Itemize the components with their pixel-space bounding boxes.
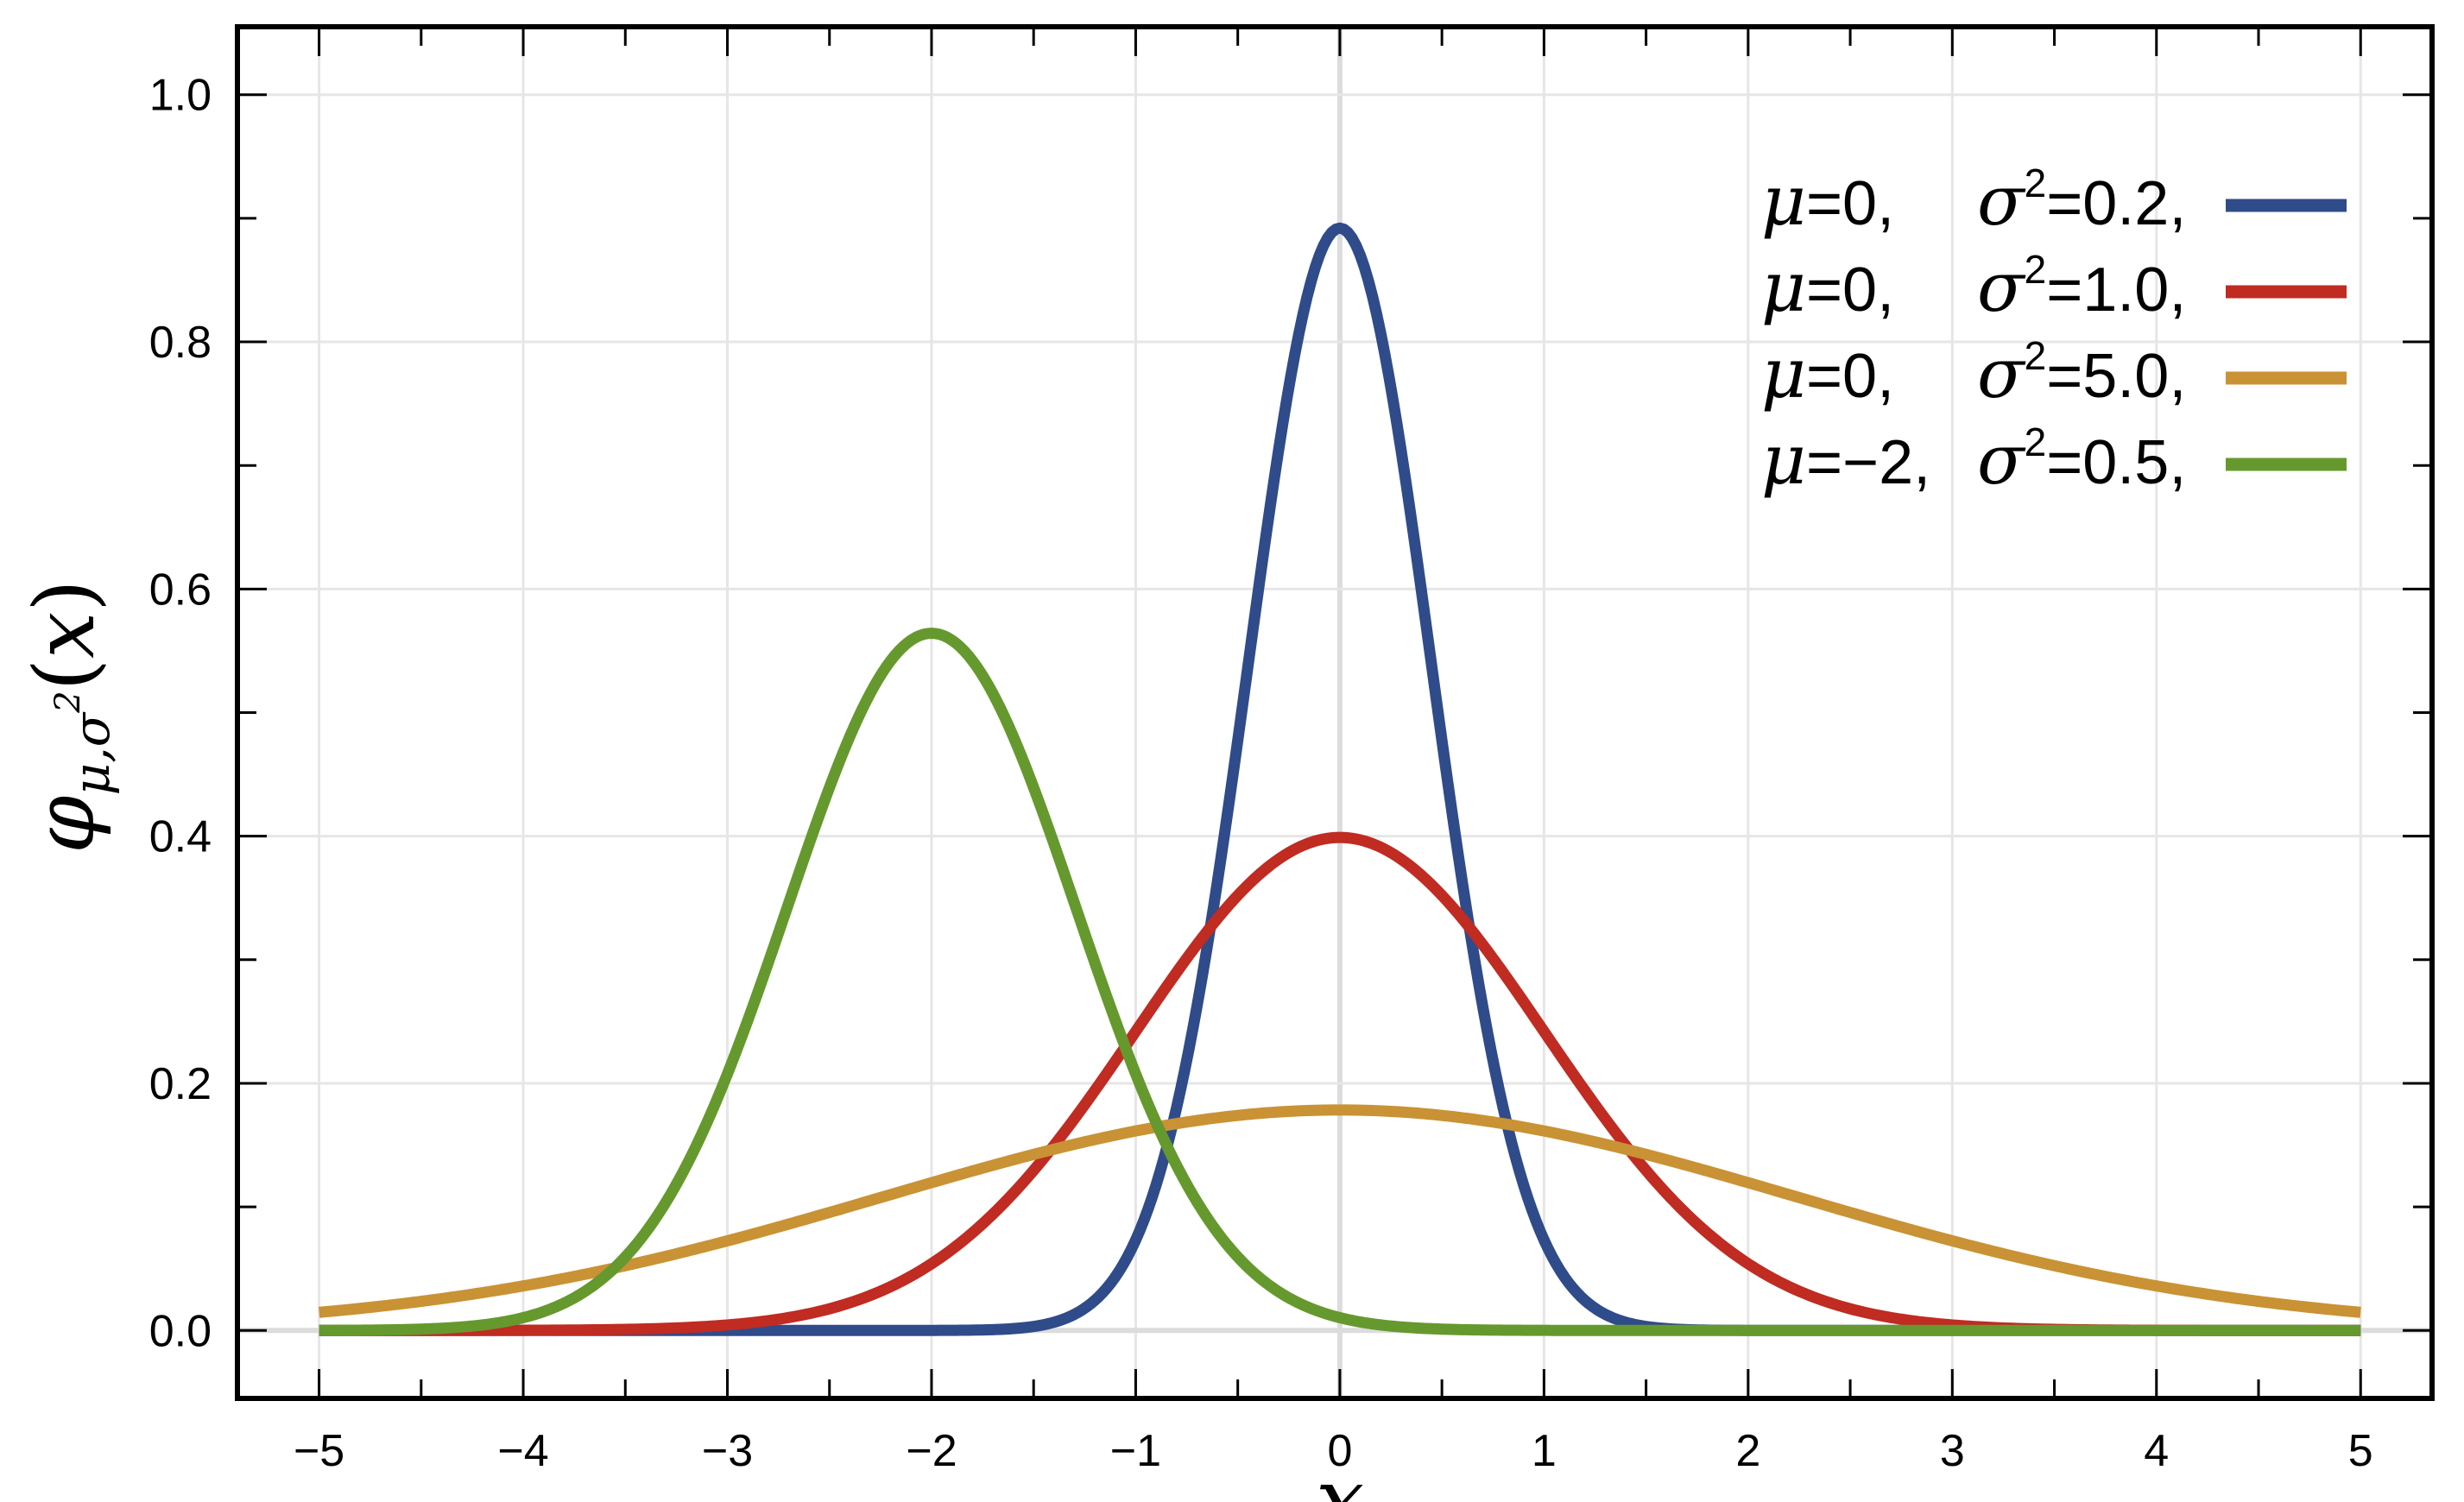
legend-mu-label: μ=0,	[1761, 161, 1894, 241]
legend-mu-label: μ=0,	[1761, 333, 1894, 413]
series-line-4	[317, 628, 2363, 1336]
legend-sigma-label: σ2=0.2,	[1977, 161, 2186, 241]
x-tick-label: −4	[497, 1426, 548, 1476]
legend: μ=0, σ2=0.2, μ=0, σ2=1.0, μ=0, σ2=5.0, μ=−2, σ2…	[1761, 161, 2347, 500]
x-tick-label: −5	[294, 1426, 344, 1476]
x-tick-label: 5	[2348, 1426, 2373, 1476]
legend-sigma-label: σ2=0.5,	[1977, 420, 2186, 500]
y-axis-label: φμ,σ2(x)	[16, 579, 121, 853]
legend-mu-label: μ=0,	[1761, 247, 1894, 327]
x-tick-label: −3	[702, 1426, 753, 1476]
legend-entry-2: μ=0, σ2=1.0,	[1761, 247, 2347, 327]
plot-lines	[317, 222, 2363, 1336]
legend-entry-4: μ=−2, σ2=0.5,	[1761, 420, 2347, 500]
axis-tick-labels: −5 −4 −3 −2 −1 0 1 2 3 4 5 0.0 0.2 0.4 0.6 0.8 1.0	[149, 71, 2373, 1476]
legend-entry-3: μ=0, σ2=5.0,	[1761, 333, 2347, 413]
y-axis-label-close-paren: )	[16, 579, 113, 611]
x-tick-label: −2	[906, 1426, 957, 1476]
x-tick-label: 1	[1532, 1426, 1557, 1476]
x-tick-label: 2	[1735, 1426, 1760, 1476]
legend-sigma-label: σ2=1.0,	[1977, 247, 2186, 327]
svg-text:φμ,σ2(x): φμ,σ2(x)	[16, 579, 121, 853]
y-tick-label: 1.0	[149, 71, 212, 121]
y-tick-label: 0.0	[149, 1306, 212, 1356]
y-tick-label: 0.4	[149, 812, 212, 862]
y-axis-label-open-paren: (	[16, 659, 113, 691]
y-axis-label-superscript: 2	[48, 691, 88, 713]
legend-sigma-label: σ2=5.0,	[1977, 333, 2186, 413]
x-tick-label: −1	[1110, 1426, 1161, 1476]
legend-mu-label: μ=−2,	[1761, 420, 1930, 500]
legend-entry-1: μ=0, σ2=0.2,	[1761, 161, 2347, 241]
x-axis-label: x	[1316, 1449, 1364, 1502]
y-axis-label-symbol: φ	[16, 796, 113, 854]
axis-ticks	[237, 27, 2432, 1398]
y-axis-label-argument: x	[16, 612, 113, 659]
x-tick-label: 3	[1940, 1426, 1965, 1476]
series-line-3	[317, 1104, 2363, 1318]
x-tick-label: 4	[2144, 1426, 2169, 1476]
y-axis-label-subscript: μ,σ	[62, 711, 121, 795]
y-tick-label: 0.6	[149, 565, 212, 615]
x-tick-label: 0	[1327, 1426, 1352, 1476]
y-tick-label: 0.2	[149, 1059, 212, 1109]
y-tick-label: 0.8	[149, 318, 212, 368]
plot-frame	[235, 24, 2435, 1401]
